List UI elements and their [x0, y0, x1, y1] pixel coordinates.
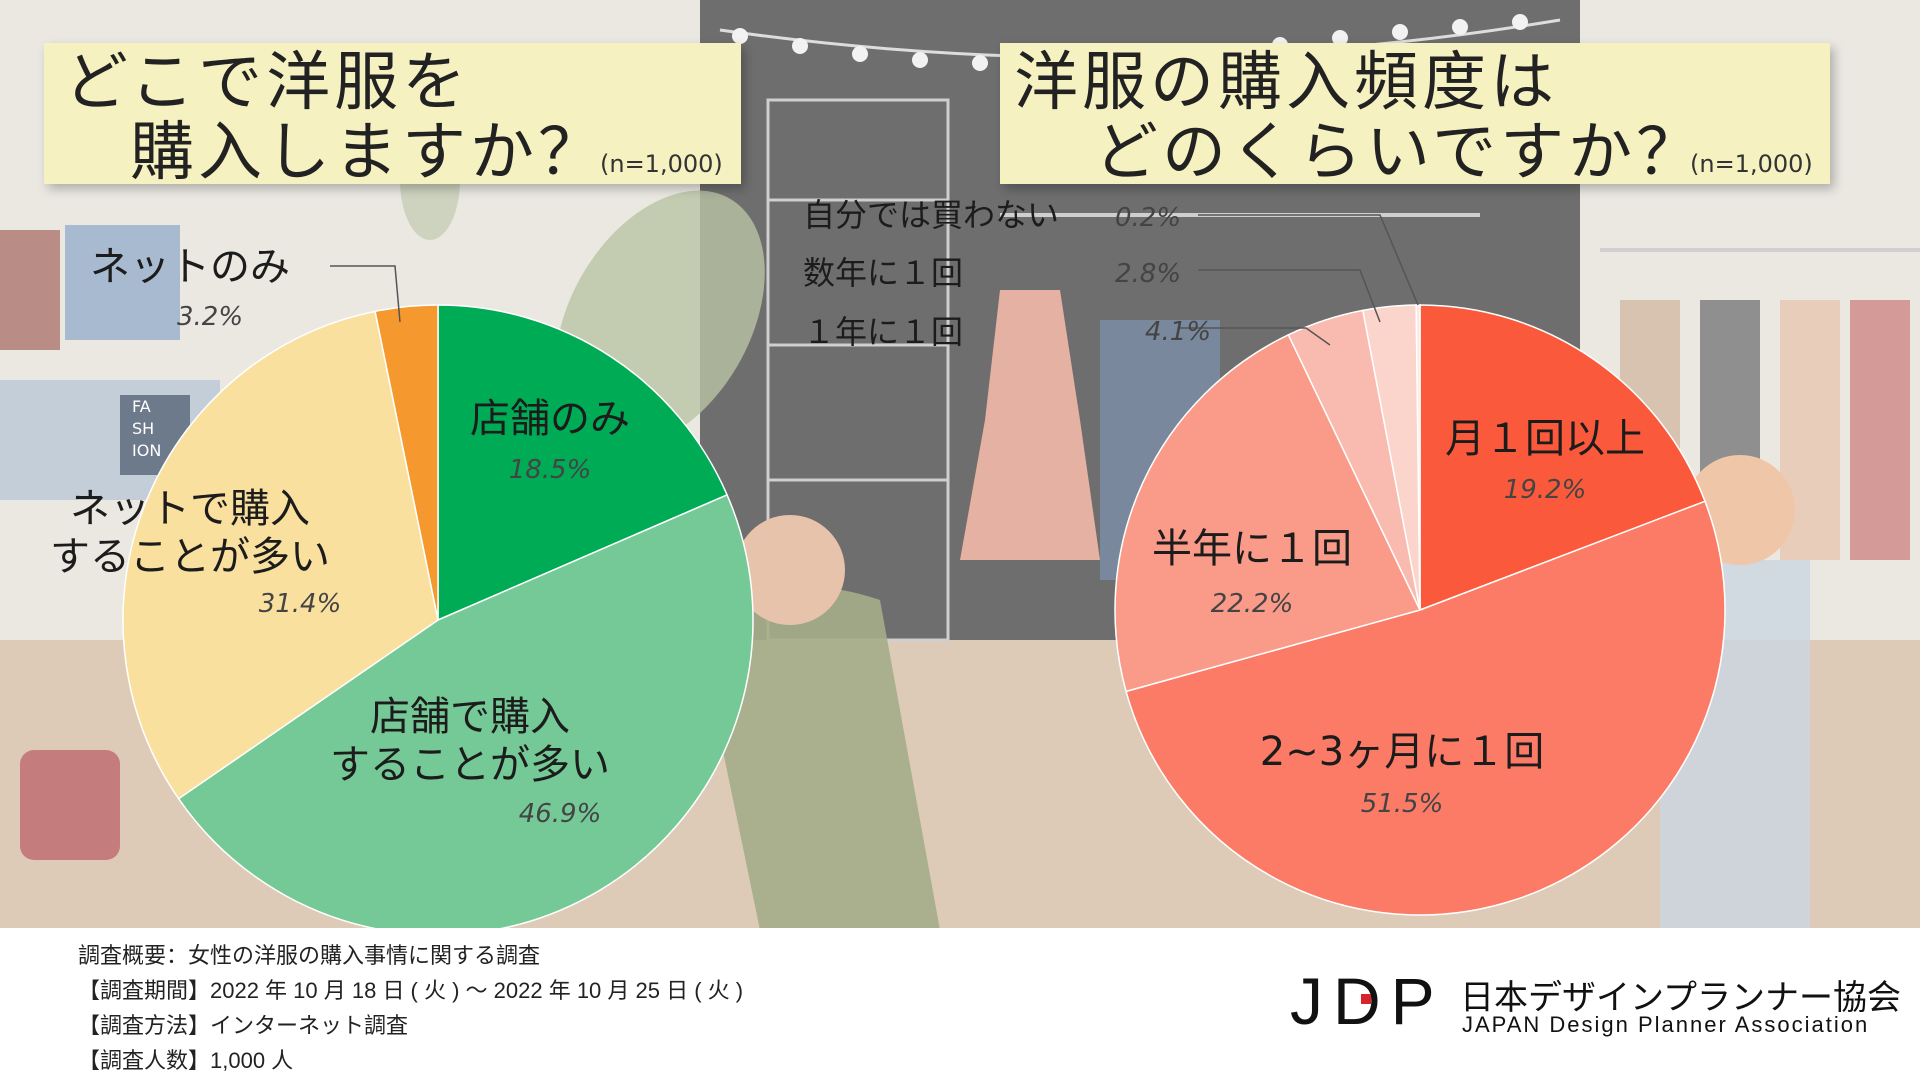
pie1-value-4: 3.2%	[177, 302, 243, 332]
pie1-leader-4	[330, 265, 401, 323]
pie2-leader-6	[1198, 214, 1419, 306]
pie2-value-1: 19.2%	[1504, 475, 1587, 505]
left-title-line-1: どこで洋服を	[64, 46, 471, 120]
pie1-label-2-line-2: することが多い	[330, 742, 610, 788]
left-title-box	[44, 43, 741, 184]
pie2-label-2: 2~3ヶ月に１回	[1260, 729, 1544, 775]
pie2-slice-6	[1415, 304, 1421, 611]
pie2-label-4: １年に１回	[803, 313, 963, 351]
sign-text-3: ION	[132, 441, 161, 460]
pie2-label-5: 数年に１回	[803, 254, 963, 292]
pie2-label-3: 半年に１回	[1152, 526, 1352, 572]
pie2-slice-1	[1419, 304, 1706, 612]
right-title-line-2: どのくらいですか？	[1094, 116, 1705, 190]
pie1-label-3-line-1: ネットで購入	[70, 486, 310, 532]
pie2-value-4: 4.1%	[1145, 317, 1211, 347]
logo-name-jp: 日本デザインプランナー協会	[1460, 979, 1901, 1017]
pie1-slice-4	[374, 304, 439, 621]
pie2-value-6: 0.2%	[1115, 203, 1181, 233]
sign-text-1: FA	[132, 397, 151, 416]
pie2-value-5: 2.8%	[1115, 259, 1181, 289]
pie2-value-2: 51.5%	[1361, 789, 1444, 819]
pie2-slice-2	[1125, 500, 1726, 916]
survey-period: 【調査期間】2022 年 10 月 18 日 ( 火 ) ～ 2022 年 10…	[78, 978, 744, 1003]
right-sample-size: (n=1,000)	[1690, 150, 1813, 178]
pie2-label-1: 月１回以上	[1445, 416, 1645, 462]
pie2-value-3: 22.2%	[1211, 589, 1294, 619]
pie1-label-1: 店舗のみ	[470, 396, 630, 442]
pie1-value-3: 31.4%	[259, 589, 342, 619]
jdp-logo-accent	[1361, 994, 1371, 1004]
pie1-slice-2	[177, 493, 754, 936]
right-title-line-1: 洋服の購入頻度は	[1014, 46, 1558, 120]
survey-method: 【調査方法】インターネット調査	[78, 1013, 409, 1038]
left-title-line-2: 購入しますか？	[130, 116, 606, 190]
sign-text-2: SH	[132, 419, 154, 438]
pie-chart-2: 月１回以上 19.2% 2~3ヶ月に１回 51.5% 半年に１回 22.2% １年に１回 4.…	[803, 196, 1726, 916]
left-sample-size: (n=1,000)	[600, 150, 723, 178]
survey-summary: 調査概要：女性の洋服の購入事情に関する調査	[78, 943, 541, 968]
pie2-slice-3	[1114, 333, 1422, 693]
pie2-label-6: 自分では買わない	[803, 196, 1059, 234]
right-title-box	[1000, 43, 1830, 184]
pie1-value-2: 46.9%	[519, 799, 602, 829]
footer: 調査概要：女性の洋服の購入事情に関する調査 【調査期間】2022 年 10 月 …	[0, 928, 1920, 1080]
pie2-leader-4	[1180, 327, 1331, 346]
pie1-label-4: ネットのみ	[90, 244, 290, 290]
pie1-label-2-line-1: 店舗で購入	[370, 694, 570, 740]
logo-name-en: JAPAN Design Planner Association	[1462, 1012, 1870, 1037]
pie1-slice-1	[437, 304, 729, 622]
pie-chart-1: 店舗のみ18.5%店舗で購入することが多い46.9%ネットで購入することが多い3…	[50, 244, 754, 936]
pie1-slice-3	[122, 310, 439, 800]
pie1-value-1: 18.5%	[509, 455, 592, 485]
survey-count: 【調査人数】1,000 人	[78, 1048, 294, 1073]
pie1-label-3-line-2: することが多い	[50, 534, 330, 580]
pie2-leader-5	[1198, 269, 1381, 323]
